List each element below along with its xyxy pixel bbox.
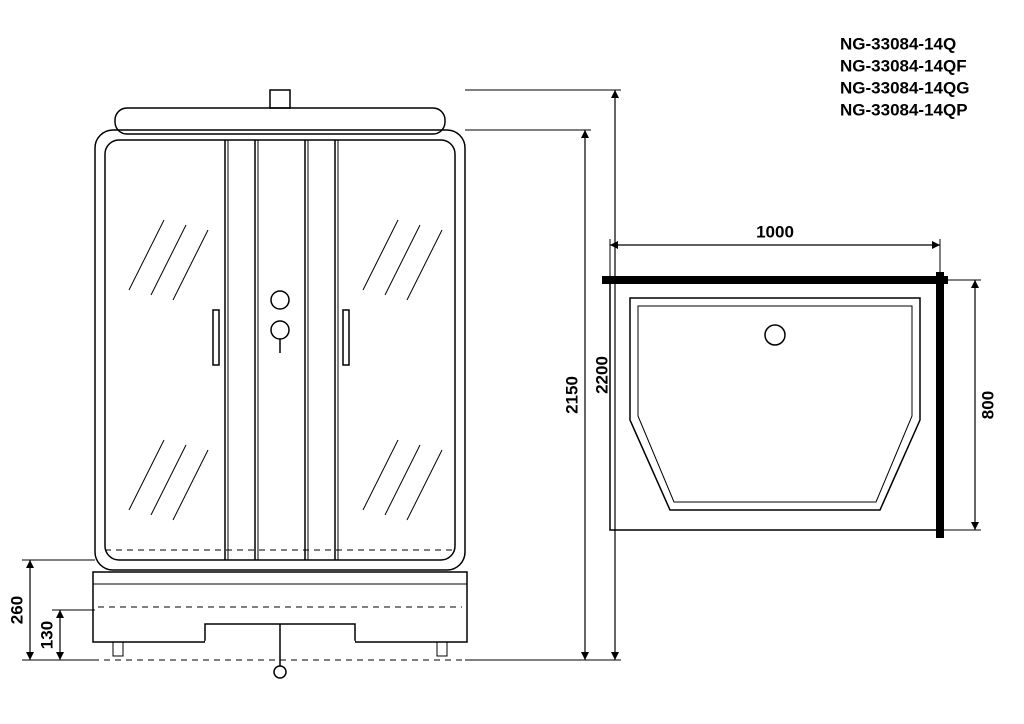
door-handle — [213, 310, 219, 365]
control-knob — [271, 321, 289, 339]
dimension-label: 800 — [978, 391, 997, 419]
door-handle — [343, 310, 349, 365]
control-knob — [271, 291, 289, 309]
dimension-label: 1000 — [756, 222, 794, 241]
model-number: NG-33084-14Q — [840, 34, 956, 53]
model-number: NG-33084-14QF — [840, 56, 967, 75]
front-elevation: 2200 2150 260 130 — [7, 90, 621, 678]
model-list: NG-33084-14Q NG-33084-14QF NG-33084-14QG NG… — [840, 34, 969, 119]
front-dimensions-left: 260 130 — [7, 560, 95, 660]
dimension-label: 130 — [37, 621, 56, 649]
model-number: NG-33084-14QP — [840, 100, 968, 119]
dimension-label: 260 — [7, 596, 26, 624]
model-number: NG-33084-14QG — [840, 78, 969, 97]
drain — [765, 325, 785, 345]
dimension-label: 2150 — [562, 376, 581, 414]
tray-outline — [630, 298, 920, 510]
front-dimensions: 2200 2150 — [465, 90, 621, 660]
dimension-label: 2200 — [592, 356, 611, 394]
drain — [274, 666, 286, 678]
plan-view: 1000 800 — [606, 222, 997, 534]
